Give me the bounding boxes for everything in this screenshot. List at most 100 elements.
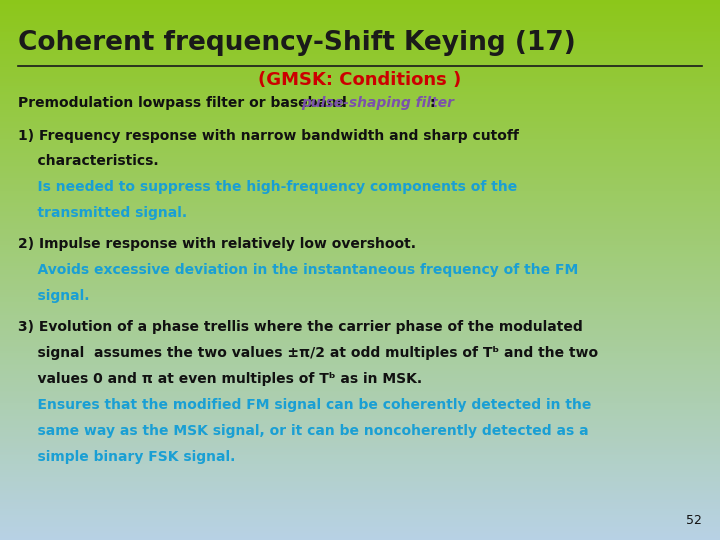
Bar: [0, 209, 720, 211]
Bar: [0, 255, 720, 258]
Bar: [0, 333, 720, 335]
Bar: [0, 312, 720, 313]
Text: 1) Frequency response with narrow bandwidth and sharp cutoff: 1) Frequency response with narrow bandwi…: [18, 129, 519, 143]
Bar: [0, 36, 720, 38]
Bar: [0, 189, 720, 191]
Bar: [0, 281, 720, 282]
Bar: [0, 339, 720, 340]
Bar: [0, 504, 720, 506]
Bar: [0, 448, 720, 450]
Bar: [0, 58, 720, 59]
Bar: [0, 123, 720, 124]
Bar: [0, 369, 720, 371]
Bar: [0, 524, 720, 525]
Bar: [0, 42, 720, 43]
Bar: [0, 164, 720, 166]
Bar: [0, 108, 720, 110]
Bar: [0, 441, 720, 443]
Text: Ensures that the modified FM signal can be coherently detected in the: Ensures that the modified FM signal can …: [18, 398, 591, 412]
Bar: [0, 306, 720, 308]
Bar: [0, 342, 720, 344]
Bar: [0, 331, 720, 333]
Bar: [0, 414, 720, 416]
Bar: [0, 232, 720, 234]
Bar: [0, 528, 720, 529]
Bar: [0, 31, 720, 32]
Bar: [0, 231, 720, 232]
Bar: [0, 367, 720, 369]
Bar: [0, 301, 720, 302]
Bar: [0, 376, 720, 378]
Bar: [0, 502, 720, 504]
Bar: [0, 112, 720, 113]
Bar: [0, 185, 720, 187]
Bar: [0, 450, 720, 452]
Bar: [0, 86, 720, 88]
Bar: [0, 409, 720, 410]
Bar: [0, 517, 720, 518]
Bar: [0, 488, 720, 490]
Bar: [0, 216, 720, 218]
Bar: [0, 274, 720, 275]
Bar: [0, 103, 720, 104]
Text: 2) Impulse response with relatively low overshoot.: 2) Impulse response with relatively low …: [18, 238, 416, 252]
Bar: [0, 416, 720, 417]
Bar: [0, 248, 720, 250]
Bar: [0, 522, 720, 524]
Bar: [0, 150, 720, 151]
Bar: [0, 270, 720, 272]
Bar: [0, 106, 720, 108]
Text: (GMSK: Conditions ): (GMSK: Conditions ): [258, 71, 462, 89]
Bar: [0, 531, 720, 533]
Bar: [0, 50, 720, 52]
Bar: [0, 162, 720, 164]
Bar: [0, 250, 720, 252]
Bar: [0, 133, 720, 135]
Bar: [0, 486, 720, 488]
Bar: [0, 169, 720, 171]
Text: simple binary FSK signal.: simple binary FSK signal.: [18, 450, 235, 464]
Bar: [0, 508, 720, 509]
Bar: [0, 493, 720, 495]
Bar: [0, 340, 720, 342]
Bar: [0, 479, 720, 481]
Bar: [0, 265, 720, 266]
Bar: [0, 329, 720, 331]
Bar: [0, 401, 720, 403]
Bar: [0, 59, 720, 61]
Bar: [0, 38, 720, 39]
Bar: [0, 292, 720, 293]
Bar: [0, 2, 720, 4]
Text: Avoids excessive deviation in the instantaneous frequency of the FM: Avoids excessive deviation in the instan…: [18, 264, 578, 278]
Bar: [0, 529, 720, 531]
Bar: [0, 85, 720, 86]
Bar: [0, 254, 720, 255]
Bar: [0, 259, 720, 261]
Bar: [0, 405, 720, 407]
Bar: [0, 198, 720, 200]
Bar: [0, 288, 720, 290]
Bar: [0, 23, 720, 25]
Bar: [0, 187, 720, 189]
Bar: [0, 157, 720, 158]
Bar: [0, 295, 720, 297]
Bar: [0, 378, 720, 380]
Bar: [0, 113, 720, 115]
Bar: [0, 49, 720, 50]
Bar: [0, 382, 720, 383]
Bar: [0, 353, 720, 355]
Bar: [0, 239, 720, 241]
Bar: [0, 513, 720, 515]
Text: signal.: signal.: [18, 289, 89, 303]
Bar: [0, 344, 720, 346]
Bar: [0, 182, 720, 184]
Bar: [0, 324, 720, 326]
Bar: [0, 454, 720, 455]
Bar: [0, 266, 720, 268]
Bar: [0, 459, 720, 461]
Bar: [0, 398, 720, 400]
Bar: [0, 135, 720, 137]
Bar: [0, 389, 720, 390]
Bar: [0, 304, 720, 306]
Bar: [0, 275, 720, 277]
